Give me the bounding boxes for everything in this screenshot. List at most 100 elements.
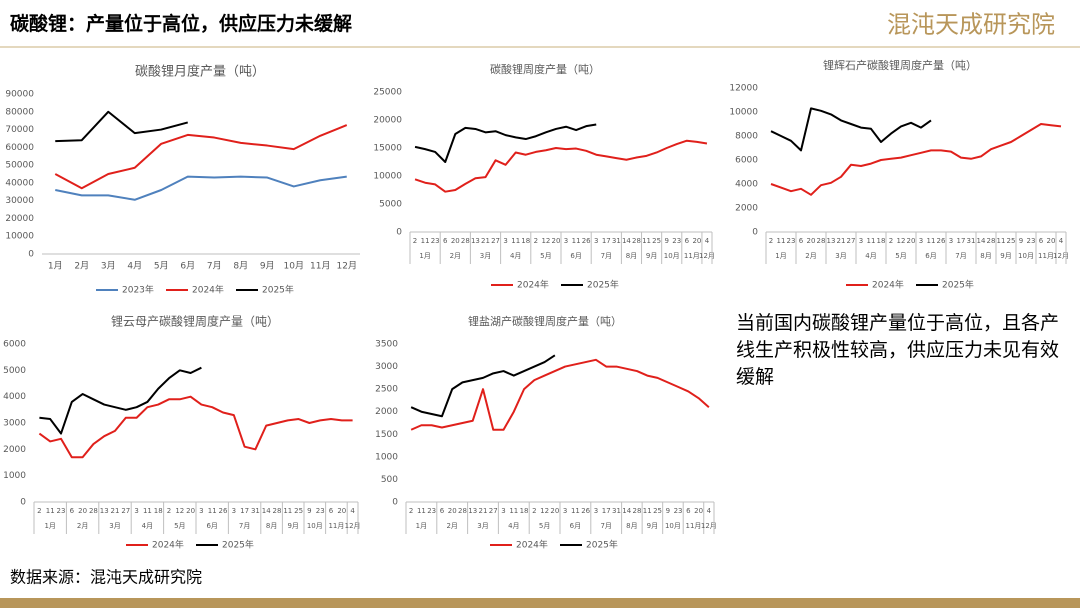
group-label: 6月 [570,252,581,260]
x-tick-label: 18 [877,237,886,245]
x-tick-label: 6 [685,237,690,245]
x-tick-label: 23 [431,237,440,245]
x-tick-label: 20 [550,507,559,515]
x-tick-label: 18 [520,507,529,515]
y-tick-label: 1000 [3,471,26,481]
x-tick-label: 18 [521,237,530,245]
y-tick-label: 90000 [5,90,34,100]
group-label: 6月 [925,252,936,260]
group-label: 2月 [446,522,457,530]
group-label: 4月 [510,252,521,260]
x-tick-label: 11 [46,507,55,515]
y-tick-label: 0 [392,498,398,508]
y-tick-label: 15000 [373,144,402,154]
x-tick-label: 3 [563,507,567,515]
x-tick-label: 2 [769,237,773,245]
series-line [38,395,353,459]
group-label: 11月 [328,522,344,530]
group-label: 5月 [539,522,550,530]
x-tick-label: 6月 [180,261,195,272]
x-tick-label: 6 [443,237,448,245]
group-label: 1月 [44,522,55,530]
x-tick-label: 4 [705,237,710,245]
x-tick-label: 28 [633,507,642,515]
x-tick-label: 26 [219,507,228,515]
group-label: 7月 [239,522,250,530]
x-tick-label: 11月 [310,261,330,272]
x-tick-label: 13 [471,237,480,245]
x-tick-label: 11 [571,507,580,515]
series-line [410,354,556,418]
x-tick-label: 3 [134,507,138,515]
x-tick-label: 28 [461,237,470,245]
x-tick-label: 12月 [337,261,357,272]
group-label: 3月 [835,252,846,260]
legend-label: 2023年 [122,284,154,296]
x-tick-label: 9 [1019,237,1023,245]
x-tick-label: 8月 [233,261,248,272]
x-tick-label: 2 [534,237,538,245]
x-tick-label: 11 [509,507,518,515]
y-tick-label: 2500 [375,385,398,395]
group-label: 5月 [174,522,185,530]
group-label: 1月 [775,252,786,260]
x-tick-label: 6 [329,507,334,515]
group-label: 8月 [266,522,277,530]
x-tick-label: 31 [251,507,260,515]
x-tick-label: 17 [602,237,611,245]
group-label: 6月 [570,522,581,530]
x-tick-label: 4 [707,507,712,515]
group-label: 4月 [142,522,153,530]
x-tick-label: 28 [817,237,826,245]
x-tick-label: 20 [907,237,916,245]
y-tick-label: 10000 [373,172,402,182]
chart-title: 碳酸锂月度产量（吨） [135,64,265,80]
x-tick-label: 2 [889,237,893,245]
group-label: 11月 [1038,252,1054,260]
x-tick-label: 28 [458,507,467,515]
x-tick-label: 2 [409,507,413,515]
x-tick-label: 14 [977,237,986,245]
x-tick-label: 3 [501,507,505,515]
x-tick-label: 9 [307,507,311,515]
x-tick-label: 7月 [207,261,222,272]
y-tick-label: 3500 [375,340,398,350]
x-tick-label: 25 [1007,237,1016,245]
x-tick-label: 11 [572,237,581,245]
x-tick-label: 17 [957,237,966,245]
x-tick-label: 20 [78,507,87,515]
x-tick-label: 21 [111,507,120,515]
x-tick-label: 20 [807,237,816,245]
y-tick-label: 0 [28,250,34,260]
x-tick-label: 3 [949,237,953,245]
x-tick-label: 3 [232,507,236,515]
chart-title: 锂辉石产碳酸锂周度产量（吨） [823,58,977,72]
x-tick-label: 18 [154,507,163,515]
x-tick-label: 6 [440,507,445,515]
x-tick-label: 21 [837,237,846,245]
y-tick-label: 20000 [5,214,34,224]
y-tick-label: 6000 [735,156,758,166]
x-tick-label: 1月 [48,261,63,272]
x-tick-label: 31 [612,237,621,245]
group-label: 1月 [419,252,430,260]
group-label: 9月 [647,522,658,530]
chart-title: 锂云母产碳酸锂周度产量（吨） [111,314,279,329]
legend-label: 2025年 [222,539,254,551]
x-tick-label: 3 [859,237,863,245]
legend-label: 2025年 [262,284,294,296]
x-tick-label: 11 [143,507,152,515]
x-tick-label: 27 [847,237,856,245]
series-line [55,110,189,143]
series-line [54,124,348,190]
group-label: 10月 [664,252,680,260]
y-tick-label: 70000 [5,125,34,135]
y-tick-label: 2000 [735,204,758,214]
x-tick-label: 9 [666,507,670,515]
x-tick-label: 20 [451,237,460,245]
x-tick-label: 17 [602,507,611,515]
x-tick-label: 12 [541,237,550,245]
group-label: 3月 [480,252,491,260]
group-label: 12月 [1053,252,1069,260]
